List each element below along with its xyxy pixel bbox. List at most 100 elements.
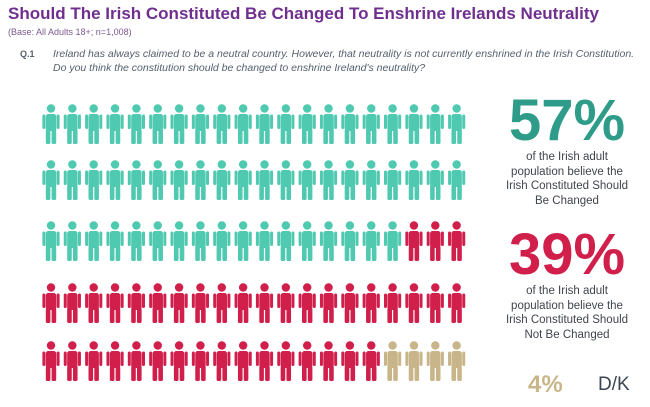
stat-dk-percent: 4% — [528, 371, 563, 398]
person-icon — [106, 160, 124, 200]
person-icon — [255, 341, 274, 381]
person-icon — [426, 341, 444, 381]
person-icon — [42, 221, 60, 261]
person-icon — [319, 104, 338, 144]
person-icon — [234, 160, 252, 200]
person-icon — [85, 283, 103, 323]
person-icon — [234, 283, 252, 323]
person-icon — [85, 104, 103, 144]
person-icon — [298, 221, 316, 261]
person-icon — [448, 104, 466, 144]
person-icon — [234, 221, 252, 261]
person-icon — [170, 160, 188, 200]
person-icon — [405, 221, 423, 261]
person-icon — [298, 341, 316, 381]
person-icon — [384, 221, 402, 261]
person-icon — [127, 283, 145, 323]
person-icon — [384, 341, 402, 381]
person-icon — [42, 160, 60, 200]
person-icon — [149, 104, 167, 144]
person-icon — [63, 160, 81, 200]
person-icon — [362, 283, 380, 323]
person-icon — [405, 341, 423, 381]
person-icon — [191, 283, 210, 323]
stat-not-changed-percent: 39% — [508, 222, 626, 287]
person-icon — [448, 341, 466, 381]
person-icon — [170, 104, 188, 144]
person-icon — [319, 160, 338, 200]
person-icon — [277, 104, 295, 144]
base-note: (Base: All Adults 18+; n=1,008) — [8, 27, 132, 37]
person-icon — [405, 283, 423, 323]
person-icon — [191, 221, 210, 261]
person-icon — [42, 283, 60, 323]
person-icon — [213, 160, 231, 200]
person-icon — [63, 341, 81, 381]
person-icon — [341, 283, 359, 323]
person-icon — [63, 221, 81, 261]
person-icon — [277, 160, 295, 200]
person-icon — [127, 221, 145, 261]
person-icon — [42, 341, 60, 381]
person-icon — [362, 160, 380, 200]
person-icon — [362, 341, 380, 381]
person-icon — [106, 221, 124, 261]
person-icon — [341, 221, 359, 261]
person-icon — [298, 160, 316, 200]
person-icon — [405, 160, 423, 200]
person-icon — [191, 160, 210, 200]
person-icon — [170, 341, 188, 381]
stat-not-changed-line-2: population believe the — [511, 299, 623, 312]
person-icon — [149, 283, 167, 323]
stat-changed-line-4: Be Changed — [535, 194, 599, 207]
person-icon — [127, 341, 145, 381]
person-icon — [426, 283, 444, 323]
person-icon — [170, 221, 188, 261]
person-icon — [384, 283, 402, 323]
person-icon — [191, 341, 210, 381]
stat-changed-line-3: Irish Constituted Should — [505, 180, 629, 192]
person-icon — [341, 160, 359, 200]
person-icon — [405, 104, 423, 144]
person-icon — [277, 341, 295, 381]
person-icon — [341, 104, 359, 144]
person-icon — [298, 283, 316, 323]
person-icon — [448, 160, 466, 200]
person-icon — [255, 283, 274, 323]
stat-not-changed-line-3: Irish Constituted Should — [505, 314, 629, 326]
stat-not-changed-line-1: of the Irish adult — [526, 285, 608, 297]
person-icon — [191, 104, 210, 144]
person-icon — [85, 221, 103, 261]
person-icon — [341, 341, 359, 381]
person-icon — [255, 104, 274, 144]
person-icon — [127, 104, 145, 144]
person-icon — [170, 283, 188, 323]
person-icon — [234, 341, 252, 381]
person-icon — [448, 221, 466, 261]
person-icon — [298, 104, 316, 144]
person-icon — [384, 104, 402, 144]
person-icon — [85, 341, 103, 381]
stat-changed-line-2: population believe the — [511, 165, 623, 178]
person-icon — [362, 221, 380, 261]
person-icon — [213, 221, 231, 261]
person-icon — [426, 160, 444, 200]
person-icon — [42, 104, 60, 144]
person-icon — [149, 160, 167, 200]
person-icon — [319, 341, 338, 381]
chart-title: Should The Irish Constituted Be Changed … — [8, 4, 599, 23]
person-icon — [319, 283, 338, 323]
person-icon — [106, 104, 124, 144]
stat-not-changed-line-4: Not Be Changed — [524, 328, 610, 341]
stat-changed-percent: 57% — [508, 88, 626, 153]
person-icon — [149, 341, 167, 381]
person-icon — [127, 160, 145, 200]
person-icon — [234, 104, 252, 144]
person-icon — [149, 221, 167, 261]
person-icon — [213, 341, 231, 381]
person-icon — [277, 221, 295, 261]
stat-not-changed: 39% of the Irish adult population believ… — [498, 226, 636, 342]
person-icon — [63, 104, 81, 144]
question-text: Ireland has always claimed to be a neutr… — [53, 48, 635, 74]
